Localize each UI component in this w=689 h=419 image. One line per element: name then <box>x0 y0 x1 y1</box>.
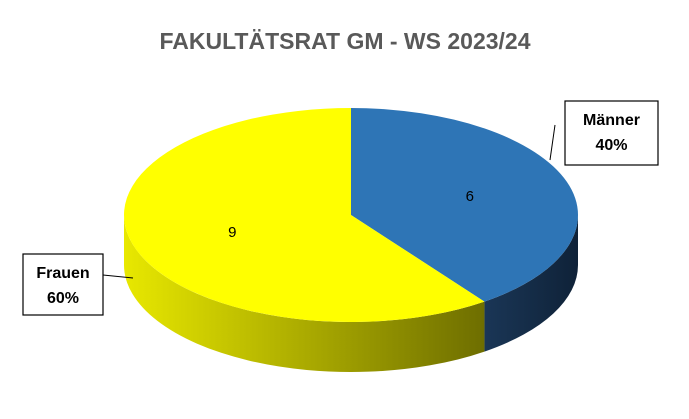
percent-label: 40% <box>595 137 627 154</box>
chart-title: FAKULTÄTSRAT GM - WS 2023/24 <box>159 28 530 54</box>
callout-box <box>564 100 659 166</box>
legend-label: Frauen <box>36 265 89 282</box>
data-label: 9 <box>228 224 236 241</box>
pie-side <box>484 215 578 352</box>
pie-side <box>123 215 485 372</box>
data-label: 6 <box>466 188 474 205</box>
pie-slice <box>123 108 485 322</box>
leader-line <box>549 124 556 161</box>
percent-label: 60% <box>47 290 79 307</box>
legend-label: Männer <box>583 112 640 129</box>
callout-box <box>22 253 104 316</box>
pie-slice <box>351 108 578 302</box>
leader-line <box>102 274 134 279</box>
